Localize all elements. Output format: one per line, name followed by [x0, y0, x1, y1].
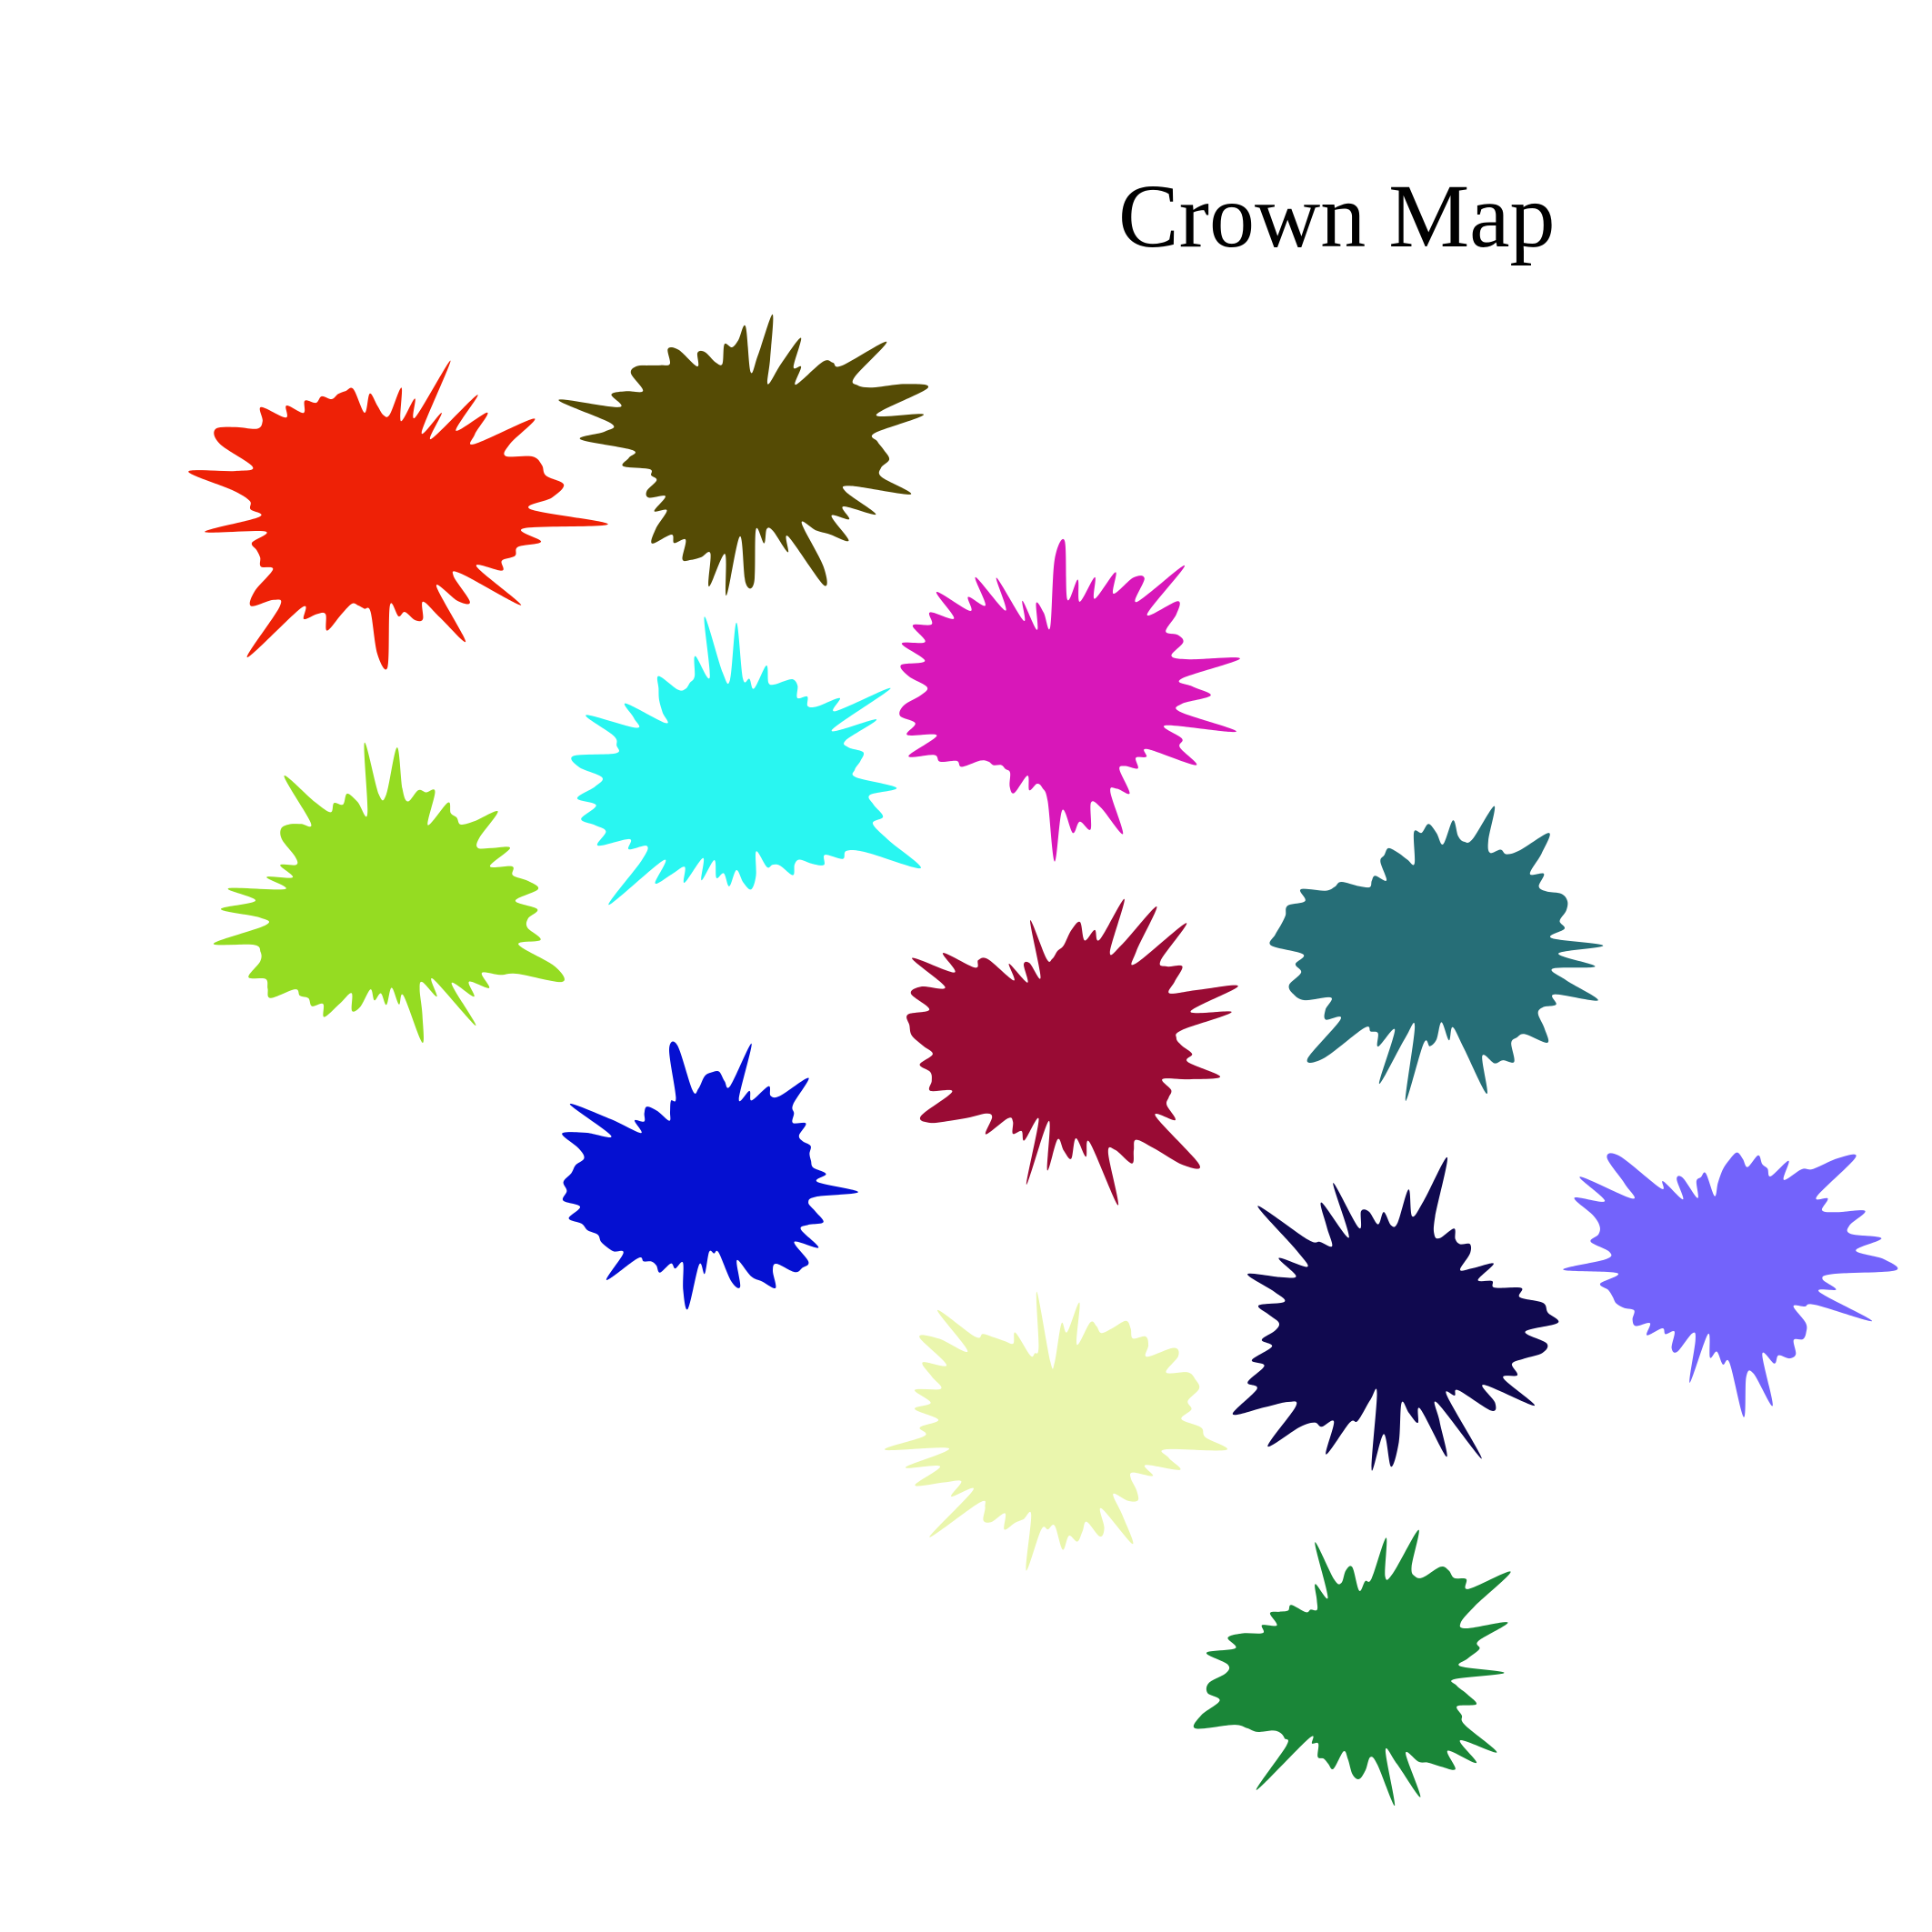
crown-magenta: [899, 538, 1240, 862]
crown-green: [1193, 1529, 1511, 1807]
map-title: Crown Map: [1118, 165, 1556, 266]
crown-olive: [558, 314, 929, 596]
crown-pale-yellow: [885, 1291, 1228, 1571]
crown-teal: [1269, 806, 1604, 1102]
crown-blue: [562, 1041, 858, 1310]
crown-lime: [213, 742, 565, 1043]
crown-periwinkle: [1563, 1152, 1898, 1417]
crown-crimson: [906, 898, 1238, 1206]
crown-red: [188, 360, 608, 670]
crown-cyan: [571, 616, 921, 906]
crown-navy: [1232, 1156, 1559, 1471]
